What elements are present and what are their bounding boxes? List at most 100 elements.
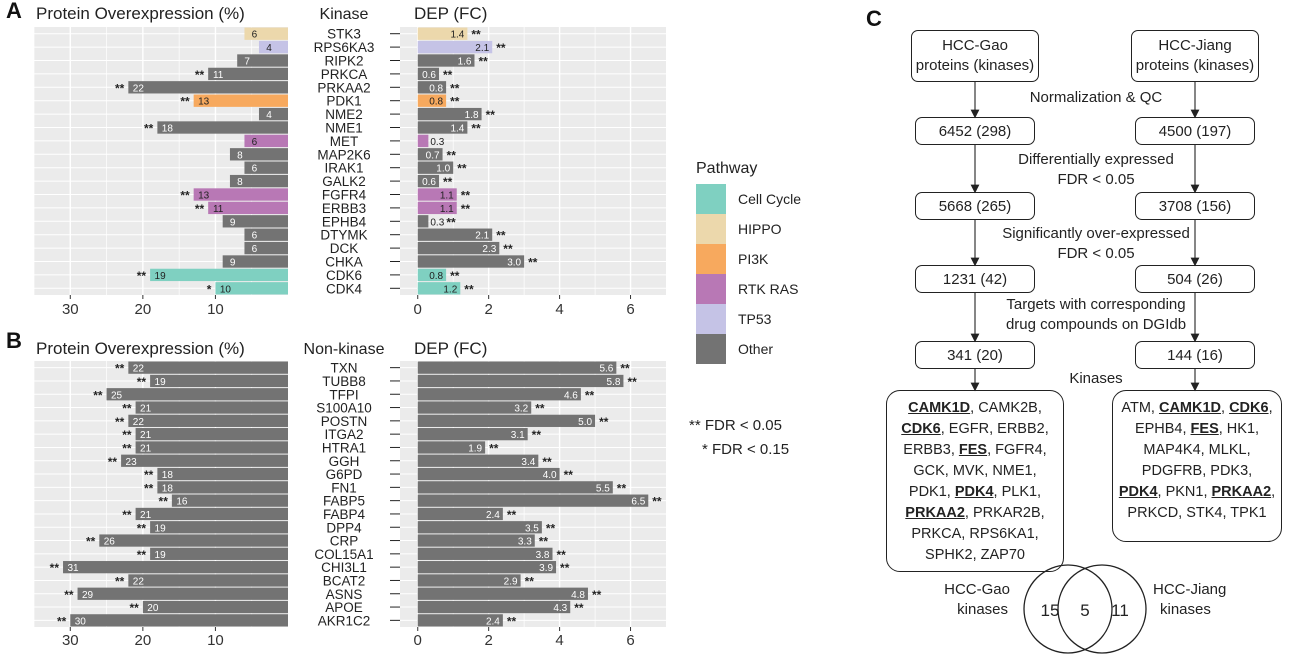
- left-bar: [258, 107, 288, 121]
- jiang-kinase-list: ATM, CAMK1D, CDK6, EPHB4, FES, HK1, MAP4K4…: [1112, 390, 1282, 542]
- left-bar: [128, 574, 288, 587]
- kinase-line: ERBB3, FES, FGFR4,: [891, 440, 1059, 461]
- left-bar: [99, 534, 288, 547]
- right-bar-value: 2.4: [486, 616, 500, 627]
- left-bar-value: 21: [140, 443, 152, 454]
- category-label: ASNS: [326, 587, 363, 602]
- legend-label: Cell Cycle: [738, 191, 802, 207]
- right-bar: [417, 107, 482, 121]
- category-label: CHI3L1: [321, 560, 367, 575]
- legend-swatch: [696, 334, 726, 364]
- category-label: STK3: [327, 27, 361, 42]
- left-bar-value: 19: [155, 271, 167, 282]
- category-label: DPP4: [326, 520, 362, 535]
- left-bar-significance: **: [180, 95, 190, 109]
- kinase-line: SPHK2, ZAP70: [891, 545, 1059, 566]
- right-bar-value: 0.6: [422, 70, 436, 81]
- right-bar-value: 0.3: [430, 217, 444, 228]
- right-bar-value: 2.9: [504, 576, 518, 587]
- legend-item-pi3k: PI3K: [696, 244, 768, 274]
- left-bar: [229, 148, 288, 161]
- left-bar: [244, 134, 288, 148]
- right-bar: [417, 268, 447, 282]
- right-bar: [417, 441, 486, 454]
- category-label: FGFR4: [322, 188, 367, 203]
- left-bar-value: 9: [230, 217, 236, 228]
- left-bar: [135, 507, 288, 521]
- right-bar-value: 3.9: [539, 563, 553, 574]
- right-bar: [417, 561, 557, 574]
- left-bar-value: 23: [126, 457, 138, 468]
- jiang-header-line1: HCC-Jiang: [1158, 37, 1232, 54]
- right-bar-value: 0.8: [429, 97, 443, 108]
- highlighted-kinase: FES: [1190, 421, 1219, 437]
- kinase-text: , EGFR, ERBB2,: [940, 421, 1049, 437]
- left-bar: [150, 547, 288, 560]
- left-bar-value: 26: [104, 537, 116, 548]
- legend-item-cell-cycle: Cell Cycle: [696, 184, 801, 214]
- legend-item-other: Other: [696, 334, 773, 364]
- legend-swatch: [696, 184, 726, 214]
- kinase-text: , FGFR4,: [987, 442, 1047, 458]
- legend-label: Other: [738, 341, 774, 357]
- panel-b-right-title: DEP (FC): [414, 339, 487, 358]
- right-bar-value: 1.4: [450, 124, 464, 135]
- legend-title: Pathway: [696, 160, 758, 177]
- right-bar: [417, 547, 553, 560]
- right-bar-value: 1.1: [440, 191, 454, 202]
- left-bar-significance: **: [130, 601, 140, 615]
- right-bar-significance: **: [450, 269, 460, 283]
- panel-a-left-title: Protein Overexpression (%): [36, 4, 245, 23]
- left-bar-value: 8: [237, 177, 243, 188]
- left-bar-significance: **: [122, 508, 132, 522]
- legend-item-hippo: HIPPO: [696, 214, 782, 244]
- category-label: ERBB3: [322, 201, 366, 216]
- highlighted-kinase: CDK6: [1229, 400, 1269, 416]
- fdr-legend-weak: * FDR < 0.15: [702, 441, 790, 458]
- left-bar: [157, 467, 288, 481]
- right-bar-significance: **: [496, 41, 506, 55]
- left-bar-significance: **: [159, 495, 169, 509]
- left-bar: [244, 161, 288, 174]
- category-label: G6PD: [326, 467, 363, 482]
- left-bar-value: 22: [133, 576, 145, 587]
- category-label: APOE: [325, 600, 363, 615]
- category-label: S100A10: [316, 401, 372, 416]
- category-label: NME1: [325, 121, 363, 136]
- category-label: DCK: [330, 241, 359, 256]
- panel-c-letter: C: [866, 6, 882, 31]
- left-bar: [157, 121, 288, 134]
- right-bar-significance: **: [574, 601, 584, 615]
- right-bar: [417, 587, 588, 600]
- kinase-text: PDGFRB, PDK3,: [1141, 463, 1253, 479]
- left-bar-significance: **: [122, 441, 132, 455]
- category-label: TUBB8: [322, 374, 366, 389]
- left-bar-significance: **: [144, 481, 154, 495]
- kinase-text: ,: [1221, 400, 1230, 416]
- category-label: TFPI: [329, 387, 358, 402]
- left-bar-value: 22: [133, 83, 145, 94]
- left-bar-value: 6: [252, 231, 258, 242]
- category-label: PRKCA: [321, 67, 368, 82]
- kinase-text: ,: [1268, 400, 1273, 416]
- right-bar: [417, 614, 503, 627]
- step1-label: Normalization & QC: [1029, 89, 1163, 106]
- left-bar: [150, 374, 288, 388]
- kinase-line: ATM, CAMK1D, CDK6,: [1117, 398, 1277, 419]
- step3-label: Significantly over-expressed FDR < 0.05: [976, 224, 1216, 264]
- right-bar-value: 5.8: [607, 377, 621, 388]
- left-bar: [244, 228, 288, 241]
- right-bar-significance: **: [464, 282, 474, 296]
- right-bar-significance: **: [457, 162, 467, 176]
- right-bar: [417, 67, 440, 81]
- category-label: POSTN: [321, 414, 368, 429]
- right-bar: [417, 401, 532, 414]
- gao-count-4: 341 (20): [915, 341, 1035, 369]
- right-bar: [417, 414, 596, 427]
- right-bar: [417, 148, 443, 161]
- right-bar-significance: **: [486, 108, 496, 122]
- right-bar-value: 4.6: [564, 390, 578, 401]
- left-bar-significance: **: [137, 269, 147, 283]
- right-bar: [417, 454, 539, 467]
